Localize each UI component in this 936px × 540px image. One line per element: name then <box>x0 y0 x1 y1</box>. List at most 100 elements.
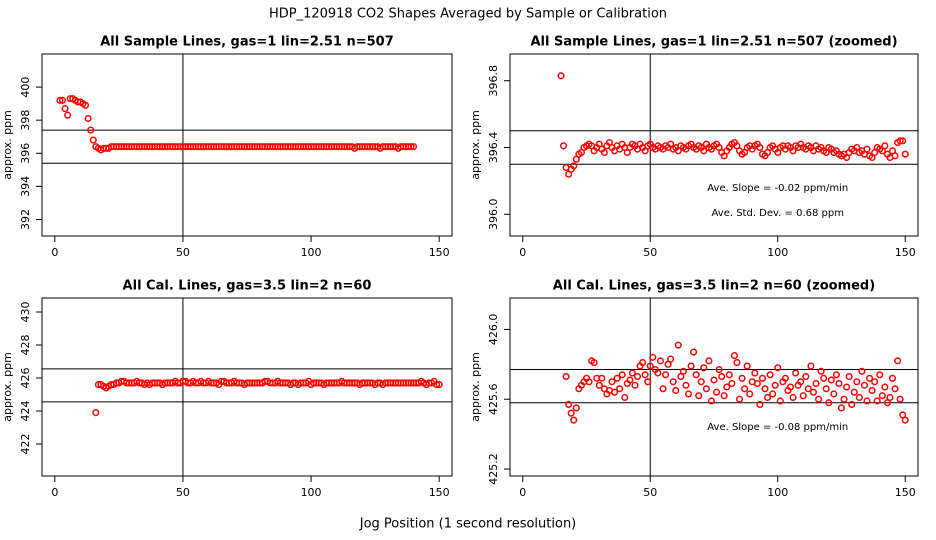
point <box>797 378 805 386</box>
x-tick-label: 50 <box>176 486 190 499</box>
point <box>628 369 636 377</box>
point <box>700 364 708 372</box>
point <box>766 371 774 379</box>
point <box>723 383 731 391</box>
point <box>771 381 779 389</box>
point <box>835 379 843 388</box>
y-tick-label: 396.0 <box>487 199 500 231</box>
point <box>697 378 705 386</box>
point <box>679 367 687 375</box>
point <box>641 371 649 379</box>
x-tick-label: 0 <box>51 486 58 499</box>
point <box>730 352 738 360</box>
point <box>687 362 695 370</box>
point <box>901 416 909 424</box>
point <box>769 390 777 398</box>
point <box>837 404 846 412</box>
point <box>822 385 830 393</box>
point <box>802 372 810 381</box>
point <box>608 378 616 386</box>
point <box>710 376 718 384</box>
point <box>702 385 710 393</box>
point <box>58 96 67 104</box>
point <box>684 390 693 398</box>
point <box>786 383 795 391</box>
point <box>886 393 894 402</box>
point <box>87 126 95 134</box>
point <box>725 371 733 379</box>
point <box>789 393 797 402</box>
x-axis-label: Jog Position (1 second resolution) <box>359 517 577 532</box>
plot-frame <box>509 53 919 237</box>
y-tick-label: 424 <box>19 401 32 422</box>
point <box>894 357 902 365</box>
point <box>860 381 869 389</box>
point <box>595 381 603 389</box>
point <box>570 162 578 170</box>
point <box>692 371 700 379</box>
point <box>695 392 703 400</box>
point <box>718 372 726 381</box>
point <box>429 0 435 3</box>
x-tick-label: 100 <box>301 246 322 259</box>
point <box>413 0 419 3</box>
point <box>756 143 764 152</box>
point <box>672 386 680 395</box>
x-tick-label: 0 <box>51 246 58 259</box>
point <box>705 357 713 365</box>
point <box>741 385 749 393</box>
point <box>626 376 634 384</box>
point <box>649 353 657 361</box>
point <box>92 409 100 417</box>
point <box>853 378 861 386</box>
panel-title: All Sample Lines, gas=1 lin=2.51 n=507 <box>100 35 394 50</box>
point <box>743 362 751 370</box>
y-tick-label: 398 <box>19 110 32 131</box>
y-tick-label: 430 <box>19 302 32 323</box>
point <box>830 390 838 398</box>
point <box>876 371 884 379</box>
point <box>89 136 97 144</box>
point <box>896 137 904 145</box>
y-tick-label: 425.6 <box>487 383 500 415</box>
point <box>733 359 741 367</box>
point <box>433 381 441 389</box>
point <box>764 393 772 402</box>
point <box>639 359 647 367</box>
point <box>674 341 682 349</box>
panel-title: All Sample Lines, gas=1 lin=2.51 n=507 (… <box>530 35 897 50</box>
point <box>891 152 899 160</box>
point <box>407 143 415 151</box>
point <box>567 409 575 417</box>
point <box>644 378 652 386</box>
point <box>570 416 578 424</box>
point <box>410 143 418 151</box>
x-tick-label: 0 <box>519 486 526 499</box>
point <box>888 374 897 382</box>
point <box>713 388 721 396</box>
y-tick-label: 426.0 <box>487 314 500 346</box>
point <box>416 0 422 3</box>
point <box>809 388 818 396</box>
point <box>418 0 424 3</box>
point <box>715 365 723 374</box>
x-tick-label: 50 <box>643 246 657 259</box>
point <box>560 142 568 150</box>
point <box>436 0 442 3</box>
point <box>616 385 624 393</box>
point <box>424 0 430 3</box>
point <box>572 404 580 412</box>
point <box>799 392 807 400</box>
point <box>613 374 621 382</box>
point <box>565 400 573 409</box>
point <box>758 374 767 382</box>
x-tick-label: 100 <box>767 486 788 499</box>
point <box>746 390 754 398</box>
plot-frame <box>41 53 453 237</box>
point <box>738 374 746 382</box>
point <box>562 372 570 381</box>
y-axis-label: approx. ppm <box>469 110 482 180</box>
point <box>611 388 619 396</box>
annotation: Ave. Slope = -0.02 ppm/min <box>707 183 848 194</box>
